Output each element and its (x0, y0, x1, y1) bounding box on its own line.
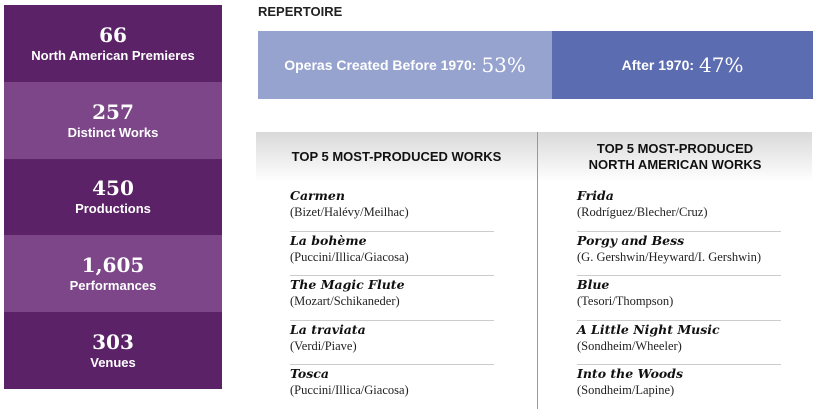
repertoire-title: REPERTOIRE (258, 4, 343, 19)
work-title: Into the Woods (577, 366, 684, 381)
work-authors: (G. Gershwin/Heyward/I. Gershwin) (577, 249, 761, 264)
stat-north-american-premieres: 66 North American Premieres (4, 5, 222, 82)
list-item: Frida (Rodríguez/Blecher/Cruz) (577, 187, 781, 232)
work-authors: (Tesori/Thompson) (577, 294, 674, 308)
before-label: Operas Created Before 1970: (284, 57, 477, 73)
work-authors: (Sondheim/Wheeler) (577, 338, 682, 353)
work-title: La bohème (290, 232, 367, 248)
before-1970-segment: Operas Created Before 1970: 53% (258, 31, 553, 99)
list-item: La bohème (Puccini/Illica/Giacosa) (290, 232, 494, 276)
work-title: Carmen (290, 188, 345, 203)
repertoire-bar: Operas Created Before 1970: 53% After 197… (258, 31, 813, 99)
work-title: A Little Night Music (577, 321, 720, 337)
stats-panel: 66 North American Premieres 257 Distinct W… (4, 5, 222, 389)
before-value: 53% (481, 53, 526, 77)
stat-label: Venues (90, 355, 136, 371)
stat-value: 66 (99, 22, 127, 47)
stat-productions: 450 Productions (4, 158, 222, 236)
stat-value: 450 (92, 176, 134, 201)
after-value: 47% (699, 53, 744, 77)
work-authors: (Puccini/Illica/Giacosa) (290, 249, 409, 264)
after-1970-segment: After 1970: 47% (552, 31, 813, 99)
stat-value: 303 (92, 330, 134, 355)
stat-label: Productions (75, 201, 151, 217)
after-label: After 1970: (621, 57, 695, 73)
work-title: Blue (577, 277, 610, 292)
stat-value: 1,605 (81, 253, 145, 278)
work-authors: (Sondheim/Lapine) (577, 383, 675, 397)
list-item: Blue (Tesori/Thompson) (577, 276, 781, 321)
header-line: NORTH AMERICAN WORKS (588, 157, 762, 172)
header-line: TOP 5 MOST-PRODUCED (596, 141, 754, 156)
stat-performances: 1,605 Performances (4, 235, 222, 313)
stat-distinct-works: 257 Distinct Works (4, 81, 222, 159)
list-item: Tosca (Puccini/Illica/Giacosa) (290, 365, 494, 410)
stat-label: Performances (69, 278, 157, 294)
top-works-header: TOP 5 MOST-PRODUCED WORKS (256, 132, 537, 182)
work-authors: (Bizet/Halévy/Meilhac) (290, 205, 409, 219)
work-title: Tosca (290, 366, 329, 381)
stat-label: Distinct Works (67, 124, 159, 140)
top-works-table: TOP 5 MOST-PRODUCED WORKS TOP 5 MOST-PRO… (256, 132, 812, 409)
list-item: Porgy and Bess (G. Gershwin/Heyward/I. Ge… (577, 232, 781, 276)
stat-venues: 303 Venues (4, 312, 222, 389)
list-item: The Magic Flute (Mozart/Schikaneder) (290, 276, 494, 321)
work-title: Porgy and Bess (577, 232, 685, 248)
top-na-works-list: Frida (Rodríguez/Blecher/Cruz) Porgy and B… (577, 187, 781, 410)
work-title: Frida (577, 188, 614, 203)
top-works-list: Carmen (Bizet/Halévy/Meilhac) La bohème (Pu… (290, 187, 494, 410)
stat-label: North American Premieres (31, 47, 195, 63)
column-divider (537, 132, 538, 409)
work-title: The Magic Flute (290, 277, 405, 292)
list-item: La traviata (Verdi/Piave) (290, 321, 494, 365)
work-authors: (Mozart/Schikaneder) (290, 294, 400, 308)
work-title: La traviata (290, 321, 366, 337)
stat-value: 257 (92, 99, 134, 124)
work-authors: (Rodríguez/Blecher/Cruz) (577, 205, 708, 219)
work-authors: (Verdi/Piave) (290, 338, 357, 353)
top-na-works-header: TOP 5 MOST-PRODUCED NORTH AMERICAN WORKS (538, 132, 812, 182)
work-authors: (Puccini/Illica/Giacosa) (290, 383, 409, 397)
list-item: Carmen (Bizet/Halévy/Meilhac) (290, 187, 494, 232)
list-item: A Little Night Music (Sondheim/Wheeler) (577, 321, 781, 365)
list-item: Into the Woods (Sondheim/Lapine) (577, 365, 781, 410)
